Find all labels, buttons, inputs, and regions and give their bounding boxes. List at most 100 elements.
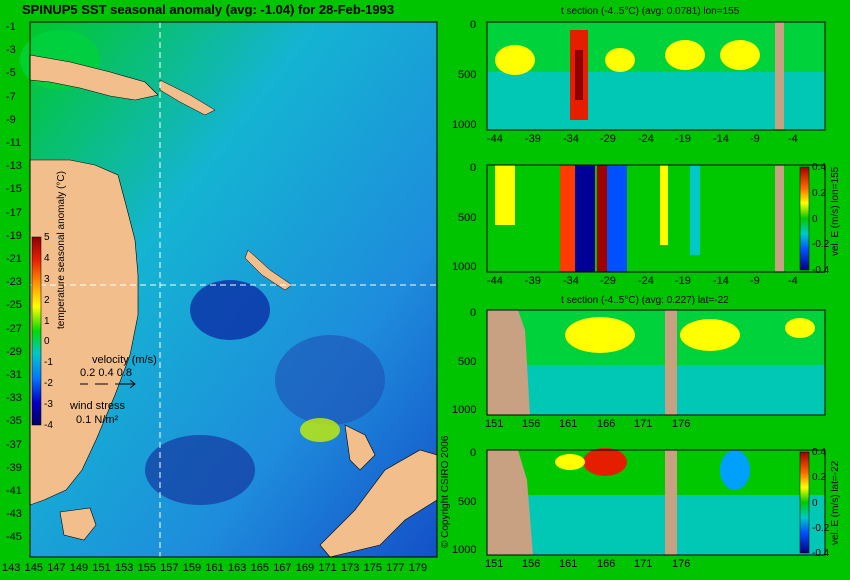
lat-tick-label: -45 (6, 531, 22, 544)
panel-x-tick-label: 176 (672, 558, 691, 570)
velocity-colorbar-tick: -0.2 (812, 239, 830, 251)
lon-tick-label: 143 (2, 562, 21, 574)
lat-tick-label: -35 (6, 415, 22, 428)
panel-y-tick-label: 1000 (452, 404, 477, 416)
lon-tick-label: 151 (92, 562, 111, 574)
panel-x-tick-label: -19 (675, 275, 691, 287)
velocity-colorbar-tick: 0.2 (812, 187, 826, 199)
panel-2-colorbar-label: vel. E (m/s) lon=155 (830, 166, 841, 256)
panel-x-tick-label: 176 (672, 418, 691, 430)
panel-x-tick-label: 171 (634, 418, 653, 430)
panel-y-tick-label: 0 (470, 447, 477, 459)
velocity-colorbar-tick: -0.2 (812, 522, 830, 534)
lat-tick-label: -3 (6, 44, 16, 57)
panel-3-title: t section (-4..5°C) (avg: 0.227) lat=-22 (561, 295, 729, 306)
sst-colorbar-tick: 0 (44, 336, 50, 348)
velocity-legend-values: 0.2 0.4 0.8 (80, 367, 132, 379)
panel-x-tick-label: 161 (559, 418, 578, 430)
cold-eddy (275, 335, 385, 425)
velocity-colorbar-tick: 0.2 (812, 472, 826, 484)
lon-tick-label: 177 (386, 562, 405, 574)
lon-tick-label: 169 (295, 562, 315, 574)
panel-x-tick-label: -4 (788, 275, 798, 287)
cold-eddy (145, 435, 255, 505)
panel-x-tick-label: 166 (597, 418, 616, 430)
lat-tick-label: -39 (6, 461, 22, 474)
lon-tick-label: 145 (24, 562, 43, 574)
lat-tick-label: -41 (6, 485, 22, 497)
map-frame (29, 21, 438, 558)
new-caledonia-land (244, 249, 293, 291)
panel-x-tick-label: 156 (522, 558, 541, 570)
panel-x-tick-label: -34 (563, 133, 579, 145)
panel-y-tick-label: 500 (458, 495, 477, 508)
panel-x-tick-label: -4 (788, 133, 798, 145)
lon-tick-label: 153 (115, 562, 134, 574)
panel-x-tick-label: 171 (634, 558, 653, 570)
lat-tick-label: -37 (6, 438, 22, 451)
panel-x-tick-label: -9 (750, 133, 760, 145)
lat-tick-label: -27 (6, 322, 22, 335)
lat-tick-label: -17 (6, 206, 22, 219)
velocity-colorbar-tick: -0.4 (812, 265, 830, 276)
panel-x-tick-label: -29 (600, 275, 616, 287)
sst-colorbar-tick: 1 (44, 315, 50, 327)
panel-x-tick-label: -9 (750, 275, 760, 287)
lon-tick-label: 157 (160, 562, 179, 574)
sst-colorbar-tick: -1 (44, 357, 53, 369)
panel-x-tick-label: 151 (485, 418, 504, 430)
warm-patch (300, 418, 340, 442)
sst-colorbar (31, 236, 42, 426)
velocity-legend-title: velocity (m/s) (92, 354, 157, 366)
panel-x-tick-label: -14 (713, 133, 729, 145)
lon-tick-label: 161 (205, 562, 224, 574)
lon-tick-label: 179 (408, 562, 428, 574)
lon-tick-label: 165 (250, 562, 269, 574)
velocity-colorbar-tick: 0.4 (812, 447, 826, 458)
panel-y-tick-label: 0 (470, 162, 477, 174)
wind-legend-title: wind stress (70, 400, 126, 412)
sst-colorbar-tick: 2 (44, 294, 50, 306)
velocity-legend-arrows (80, 379, 136, 389)
lat-tick-label: -15 (6, 183, 22, 196)
lat-tick-label: -19 (6, 229, 22, 242)
sst-colorbar-tick: 3 (44, 273, 50, 285)
velocity-colorbar-tick: 0.4 (812, 162, 826, 173)
panel-x-tick-label: -34 (563, 275, 579, 287)
panel-x-tick-label: 161 (559, 558, 578, 570)
lat-tick-label: -43 (6, 508, 22, 521)
nz-south-land (319, 449, 438, 558)
panel-x-tick-label: 151 (485, 558, 504, 570)
lon-tick-label: 147 (47, 562, 66, 574)
lat-tick-label: -25 (6, 299, 22, 312)
lat-tick-label: -33 (6, 392, 22, 405)
panel-x-tick-label: 156 (522, 418, 541, 430)
panel-y-tick-label: 1000 (452, 261, 477, 273)
section-panel-2 (486, 164, 826, 273)
panel-x-tick-label: -14 (713, 275, 729, 287)
panel-y-tick-label: 0 (470, 307, 477, 319)
map-title: SPINUP5 SST seasonal anomaly (avg: -1.04… (22, 2, 395, 17)
lon-tick-label: 155 (137, 562, 156, 574)
lat-tick-label: -5 (6, 67, 16, 80)
panel-y-tick-label: 1000 (452, 119, 477, 131)
lat-tick-label: -11 (6, 137, 22, 149)
nz-north-land (344, 424, 376, 471)
wind-legend-value: 0.1 N/m² (76, 414, 119, 426)
panel-x-tick-label: -24 (638, 275, 654, 287)
section-panel-3 (486, 309, 826, 416)
velocity-colorbar-tick: -0.4 (812, 548, 830, 559)
lon-tick-label: 173 (341, 562, 360, 574)
lat-tick-label: -23 (6, 276, 22, 289)
lat-tick-label: -31 (6, 369, 22, 381)
sst-colorbar-tick: -3 (44, 399, 53, 411)
solomon-islands-land (159, 79, 216, 116)
panel-y-tick-label: 500 (458, 355, 477, 368)
panel-x-tick-label: -39 (525, 133, 541, 145)
panel-x-tick-label: 166 (597, 558, 616, 570)
lon-tick-label: 159 (182, 562, 202, 574)
panel-y-tick-label: 500 (458, 69, 477, 81)
new-guinea-land (29, 54, 159, 101)
lat-tick-label: -13 (6, 160, 22, 173)
